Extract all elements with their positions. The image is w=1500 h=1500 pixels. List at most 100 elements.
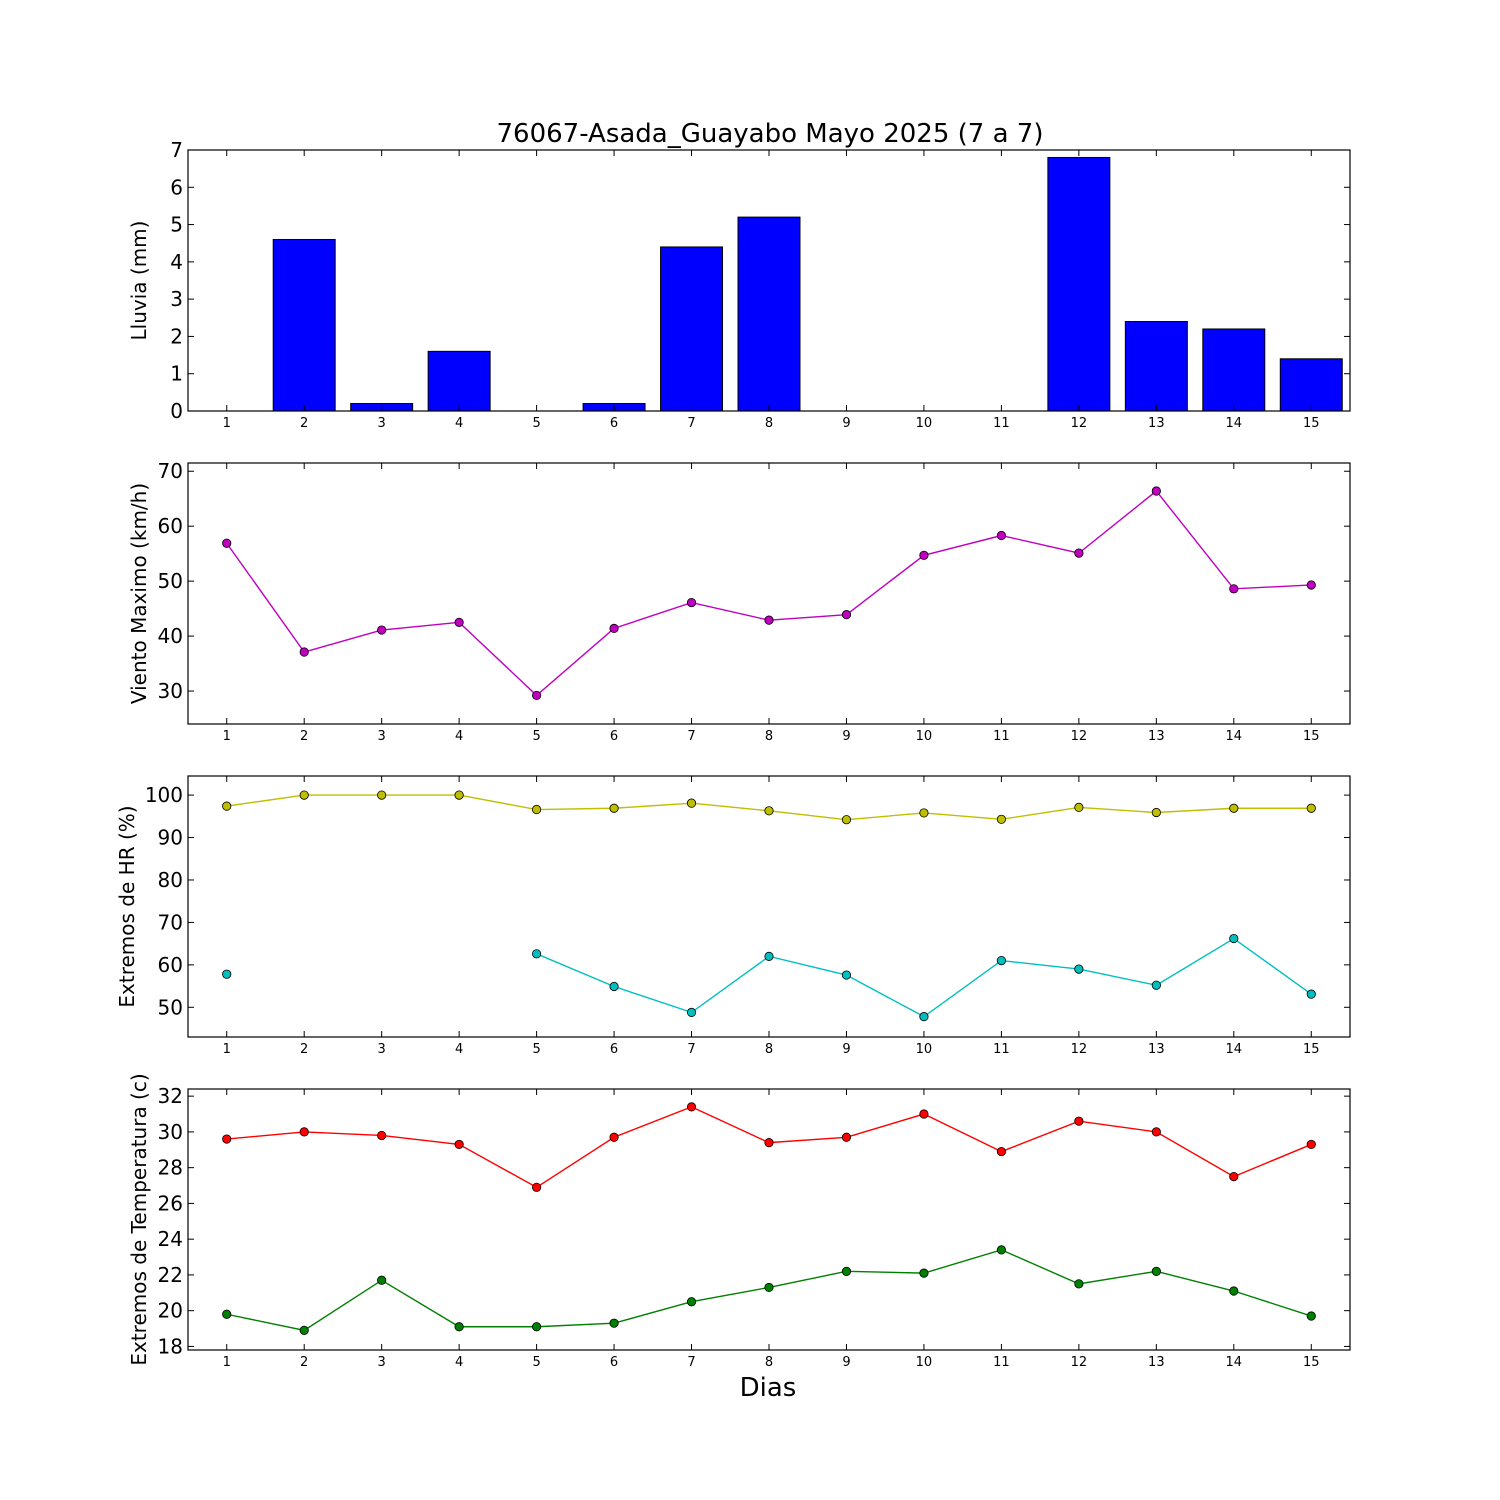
- x-tick-label: 12: [1071, 729, 1088, 744]
- data-point: [377, 790, 387, 800]
- y-tick-label: 2: [170, 324, 183, 348]
- x-tick-label: 10: [916, 729, 933, 744]
- data-point: [919, 1109, 929, 1119]
- x-tick-label: 3: [378, 1042, 386, 1057]
- data-point: [841, 610, 852, 620]
- x-tick-label: 12: [1071, 416, 1088, 431]
- x-tick-label: 13: [1148, 1355, 1165, 1370]
- data-point: [1229, 1286, 1239, 1296]
- x-tick-label: 13: [1148, 416, 1165, 431]
- data-point: [531, 949, 542, 959]
- x-tick-label: 2: [300, 729, 308, 744]
- data-point: [609, 623, 619, 633]
- y-tick-label: 7: [170, 138, 183, 162]
- x-tick-label: 8: [765, 729, 773, 744]
- x-tick-label: 11: [993, 1355, 1010, 1370]
- x-tick-label: 5: [532, 1042, 540, 1057]
- y-tick-label: 26: [158, 1191, 183, 1215]
- y-tick-label: 28: [158, 1156, 183, 1180]
- data-point: [1151, 1127, 1161, 1137]
- data-point: [1074, 802, 1084, 813]
- y-tick-label: 90: [158, 826, 183, 850]
- x-tick-label: 9: [842, 416, 850, 431]
- data-point: [299, 790, 309, 800]
- data-point: [996, 1146, 1007, 1157]
- x-tick-label: 15: [1303, 416, 1320, 431]
- x-tick-label: 10: [916, 1042, 933, 1057]
- data-point: [531, 1182, 542, 1192]
- bar-day-13: [1124, 321, 1188, 412]
- y-tick-label: 5: [170, 213, 183, 237]
- x-axis-label: Dias: [740, 1373, 797, 1403]
- data-point: [996, 956, 1007, 966]
- y-tick-label: 6: [170, 175, 183, 199]
- data-point: [919, 550, 929, 560]
- x-tick-label: 1: [223, 1042, 231, 1057]
- data-point: [299, 1325, 309, 1335]
- data-point: [1306, 580, 1316, 590]
- y-tick-label: 50: [158, 995, 183, 1019]
- x-tick-label: 5: [532, 729, 540, 744]
- data-point: [1151, 486, 1161, 496]
- data-point: [609, 803, 619, 813]
- data-point: [1306, 1311, 1316, 1321]
- x-tick-label: 1: [223, 416, 231, 431]
- data-point: [609, 981, 619, 992]
- data-point: [841, 970, 852, 980]
- data-point: [377, 1130, 387, 1141]
- data-point: [764, 615, 774, 625]
- y-tick-label: 4: [170, 250, 183, 274]
- figure-title: 76067-Asada_Guayabo Mayo 2025 (7 a 7): [497, 119, 1044, 149]
- data-point: [1306, 803, 1316, 813]
- x-tick-label: 5: [532, 416, 540, 431]
- data-point: [764, 1138, 774, 1148]
- y-axis-label: Viento Maximo (km/h): [127, 483, 151, 704]
- data-point: [996, 530, 1007, 541]
- y-axis-label: Extremos de HR (%): [115, 805, 139, 1007]
- x-tick-label: 13: [1148, 729, 1165, 744]
- x-tick-label: 14: [1226, 1355, 1243, 1370]
- x-tick-label: 9: [842, 1355, 850, 1370]
- data-point: [686, 1007, 697, 1017]
- data-point: [919, 1012, 929, 1022]
- y-tick-label: 60: [158, 953, 183, 977]
- data-point: [841, 1266, 852, 1276]
- bar-day-12: [1047, 156, 1111, 412]
- x-tick-label: 6: [610, 416, 618, 431]
- data-point: [222, 1309, 232, 1319]
- data-point: [454, 1139, 464, 1150]
- x-tick-label: 7: [687, 416, 695, 431]
- data-point: [222, 538, 232, 548]
- data-point: [841, 815, 852, 825]
- data-point: [996, 1245, 1007, 1255]
- bar-day-8: [737, 216, 801, 412]
- x-tick-label: 1: [223, 1355, 231, 1370]
- x-tick-label: 8: [765, 416, 773, 431]
- data-point: [1074, 548, 1084, 558]
- data-point: [377, 625, 387, 635]
- x-tick-label: 4: [455, 416, 463, 431]
- y-tick-label: 20: [158, 1299, 183, 1323]
- x-tick-label: 13: [1148, 1042, 1165, 1057]
- y-axis-label: Extremos de Temperatura (c): [127, 1073, 151, 1365]
- bar-day-4: [427, 350, 491, 412]
- data-point: [609, 1318, 619, 1328]
- data-point: [1229, 933, 1239, 944]
- data-point: [222, 969, 232, 979]
- y-tick-label: 40: [158, 624, 183, 648]
- y-tick-label: 50: [158, 569, 183, 593]
- y-tick-label: 18: [158, 1334, 183, 1358]
- x-tick-label: 7: [687, 1042, 695, 1057]
- y-tick-label: 32: [158, 1084, 183, 1108]
- x-tick-label: 3: [378, 1355, 386, 1370]
- data-point: [764, 951, 774, 961]
- x-tick-label: 11: [993, 416, 1010, 431]
- data-point: [377, 1275, 387, 1285]
- data-point: [299, 647, 309, 657]
- data-point: [609, 1132, 619, 1142]
- data-point: [454, 1322, 464, 1332]
- x-tick-label: 3: [378, 416, 386, 431]
- data-point: [1306, 1139, 1316, 1150]
